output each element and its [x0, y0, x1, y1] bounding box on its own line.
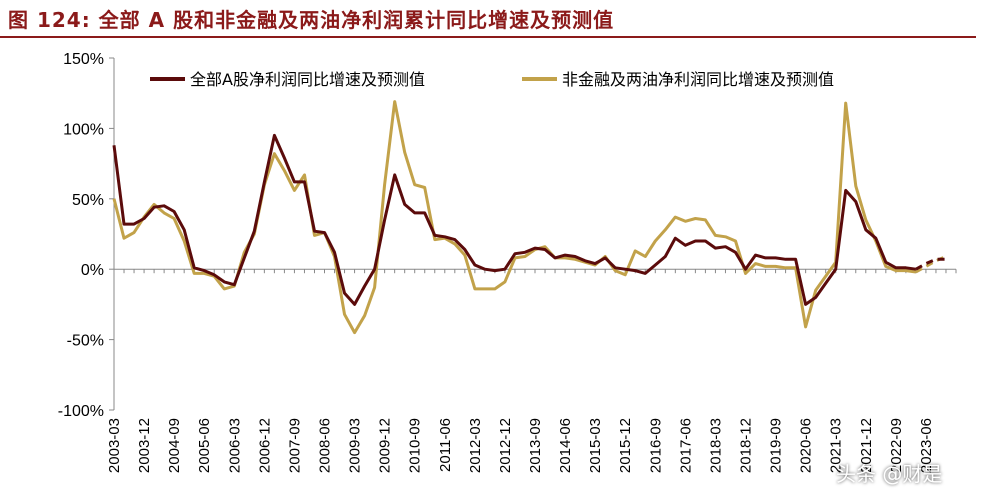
- x-tick-label: 2010-09: [407, 418, 424, 473]
- series-lines: [112, 100, 947, 335]
- series-line-1: [112, 133, 917, 306]
- y-tick-label: -50%: [67, 333, 104, 350]
- x-tick-label: 2012-12: [497, 418, 514, 473]
- x-tick-label: 2023-06: [918, 418, 935, 473]
- legend-label-series-1: 全部A股净利润同比增速及预测值: [190, 70, 425, 89]
- x-tick-label: 2008-06: [317, 418, 334, 473]
- chart-title: 图 124: 全部 A 股和非金融及两油净利润累计同比增速及预测值: [8, 8, 615, 32]
- x-tick-label: 2009-12: [377, 418, 394, 473]
- x-tick-label: 2004-09: [166, 418, 183, 473]
- x-tick-label: 2022-09: [888, 418, 905, 473]
- title-divider: [0, 36, 976, 38]
- x-tick-label: 2016-09: [647, 418, 664, 473]
- y-tick-label: 0%: [81, 262, 104, 279]
- series-line-2: [112, 100, 917, 335]
- x-tick-label: 2018-12: [738, 418, 755, 473]
- x-tick-label: 2006-03: [226, 418, 243, 473]
- x-tick-label: 2007-09: [286, 418, 303, 473]
- legend: 全部A股净利润同比增速及预测值 非金融及两油净利润同比增速及预测值: [150, 70, 834, 89]
- y-axis-ticks: 150% 100% 50% 0% -50% -100%: [58, 51, 114, 420]
- x-tick-label: 2013-09: [527, 418, 544, 473]
- x-tick-label: 2015-12: [617, 418, 634, 473]
- x-tick-label: 2006-12: [256, 418, 273, 473]
- x-tick-label: 2012-03: [467, 418, 484, 473]
- x-tick-label: 2011-06: [437, 418, 454, 472]
- x-axis-ticks: 2003-03 2003-12 2004-09 2005-06 2006-03 2006-…: [106, 269, 957, 473]
- x-tick-label: 2003-12: [136, 418, 153, 473]
- y-tick-label: 150%: [63, 51, 104, 68]
- series-forecast-1: [915, 257, 946, 271]
- x-tick-label: 2014-06: [557, 418, 574, 473]
- line-chart: 150%100%50%0%-50%-100% 2003-03 2003-12 200…: [58, 51, 957, 473]
- x-tick-label: 2003-03: [106, 418, 123, 473]
- y-tick-label: 50%: [72, 192, 104, 209]
- x-tick-label: 2017-06: [677, 418, 694, 473]
- x-tick-label: 2009-03: [347, 418, 364, 473]
- axes: [113, 58, 956, 410]
- legend-label-series-2: 非金融及两油净利润同比增速及预测值: [562, 70, 834, 89]
- x-tick-label: 2018-03: [707, 418, 724, 473]
- y-tick-label: 100%: [63, 121, 104, 138]
- x-tick-label: 2019-09: [768, 418, 785, 473]
- x-tick-label: 2021-12: [858, 418, 875, 473]
- x-tick-label: 2021-03: [828, 418, 845, 473]
- y-tick-label: -100%: [58, 403, 104, 420]
- watermark: 头条 @财是: [836, 462, 943, 486]
- x-tick-label: 2005-06: [196, 418, 213, 473]
- x-tick-label: 2020-06: [798, 418, 815, 473]
- x-tick-label: 2015-03: [587, 418, 604, 473]
